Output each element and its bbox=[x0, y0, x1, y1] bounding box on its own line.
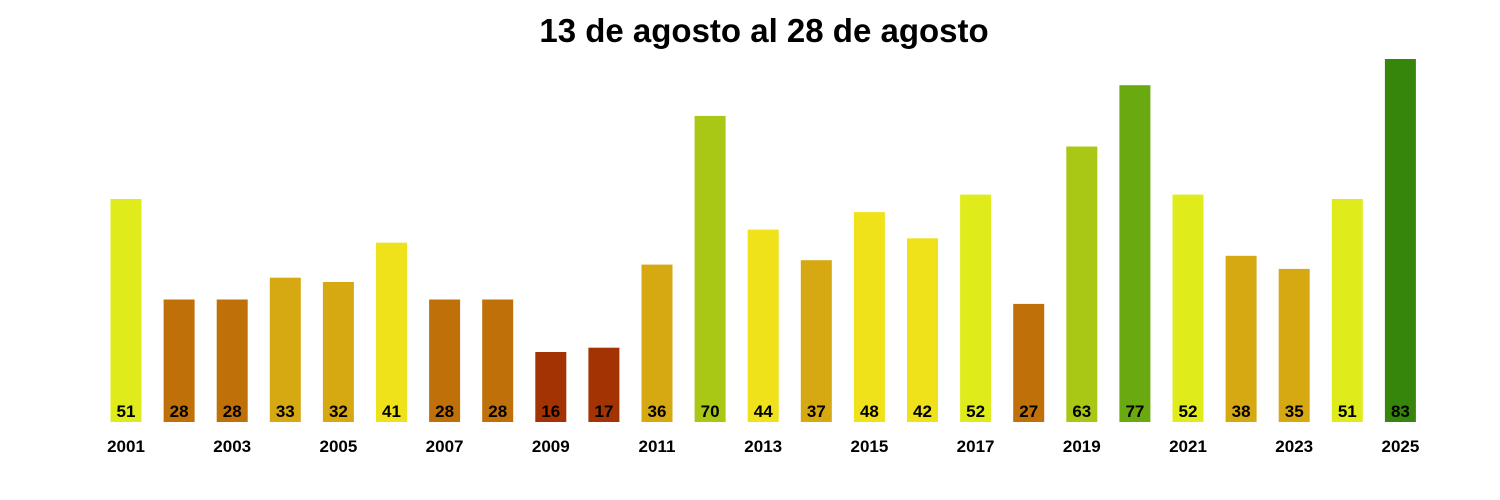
x-tick-label-2011: 2011 bbox=[639, 437, 676, 456]
bar-value-2018: 27 bbox=[1019, 402, 1038, 421]
bar-value-2008: 28 bbox=[488, 402, 507, 421]
bar-2002 bbox=[163, 299, 195, 422]
x-tick-label-2005: 2005 bbox=[319, 437, 357, 456]
bar-2017 bbox=[960, 194, 992, 422]
x-tick-label-2019: 2019 bbox=[1063, 437, 1101, 456]
bar-2025 bbox=[1384, 59, 1416, 422]
x-tick-label-2003: 2003 bbox=[213, 437, 251, 456]
bar-value-2003: 28 bbox=[223, 402, 242, 421]
bar-value-2016: 42 bbox=[913, 402, 932, 421]
bar-value-2002: 28 bbox=[170, 402, 189, 421]
bar-2015 bbox=[853, 212, 885, 422]
bars-group bbox=[110, 59, 1416, 423]
bar-value-2007: 28 bbox=[435, 402, 454, 421]
bar-value-2020: 77 bbox=[1125, 402, 1144, 421]
bar-value-2011: 36 bbox=[648, 402, 667, 421]
chart-title: 13 de agosto al 28 de agosto bbox=[539, 12, 989, 49]
x-tick-label-2007: 2007 bbox=[426, 437, 464, 456]
bar-2021 bbox=[1172, 194, 1204, 422]
bar-value-2006: 41 bbox=[382, 402, 401, 421]
x-tick-label-2001: 2001 bbox=[107, 437, 145, 456]
bar-2009 bbox=[535, 352, 567, 422]
x-tick-label-2013: 2013 bbox=[744, 437, 782, 456]
bar-2020 bbox=[1119, 85, 1151, 422]
bar-value-2012: 70 bbox=[701, 402, 720, 421]
bar-2010 bbox=[588, 347, 620, 422]
bar-value-2021: 52 bbox=[1179, 402, 1198, 421]
bar-value-2017: 52 bbox=[966, 402, 985, 421]
bar-2012 bbox=[694, 115, 726, 423]
bar-2001 bbox=[110, 199, 142, 422]
x-tick-label-2017: 2017 bbox=[957, 437, 995, 456]
bar-2013 bbox=[747, 229, 779, 422]
bar-2004 bbox=[269, 277, 301, 422]
bar-2005 bbox=[322, 282, 354, 422]
bar-value-2025: 83 bbox=[1391, 402, 1410, 421]
bar-value-2022: 38 bbox=[1232, 402, 1251, 421]
bar-value-2004: 33 bbox=[276, 402, 295, 421]
x-axis-tick-labels: 2001 2003 2005 2007 2009 2011 2013 2015 2017 2019… bbox=[107, 437, 1419, 456]
bar-value-2009: 16 bbox=[541, 402, 560, 421]
value-labels-group: 51 28 28 33 32 41 28 28 16 17 36 70 44 37 48 42 52 27 63 77… bbox=[117, 402, 1410, 421]
bar-value-2014: 37 bbox=[807, 402, 826, 421]
bar-2019 bbox=[1066, 146, 1098, 422]
bar-value-2001: 51 bbox=[117, 402, 136, 421]
x-tick-label-2015: 2015 bbox=[850, 437, 888, 456]
x-tick-label-2025: 2025 bbox=[1381, 437, 1419, 456]
bar-2008 bbox=[482, 299, 514, 422]
bar-value-2019: 63 bbox=[1072, 402, 1091, 421]
bar-value-2005: 32 bbox=[329, 402, 348, 421]
bar-value-2013: 44 bbox=[754, 402, 773, 421]
bar-2007 bbox=[429, 299, 461, 422]
bar-2014 bbox=[800, 260, 832, 422]
bar-2024 bbox=[1331, 199, 1363, 422]
bar-2023 bbox=[1278, 268, 1310, 422]
bar-2016 bbox=[907, 238, 938, 422]
bar-value-2023: 35 bbox=[1285, 402, 1304, 421]
bar-2018 bbox=[1013, 303, 1045, 422]
bar-2011 bbox=[641, 264, 673, 422]
bar-value-2010: 17 bbox=[594, 402, 613, 421]
bar-value-2024: 51 bbox=[1338, 402, 1357, 421]
bar-2006 bbox=[376, 242, 407, 422]
bar-2003 bbox=[216, 299, 248, 422]
bar-2022 bbox=[1225, 255, 1257, 422]
x-tick-label-2021: 2021 bbox=[1169, 437, 1207, 456]
x-tick-label-2009: 2009 bbox=[532, 437, 570, 456]
x-tick-label-2023: 2023 bbox=[1275, 437, 1313, 456]
bar-value-2015: 48 bbox=[860, 402, 879, 421]
